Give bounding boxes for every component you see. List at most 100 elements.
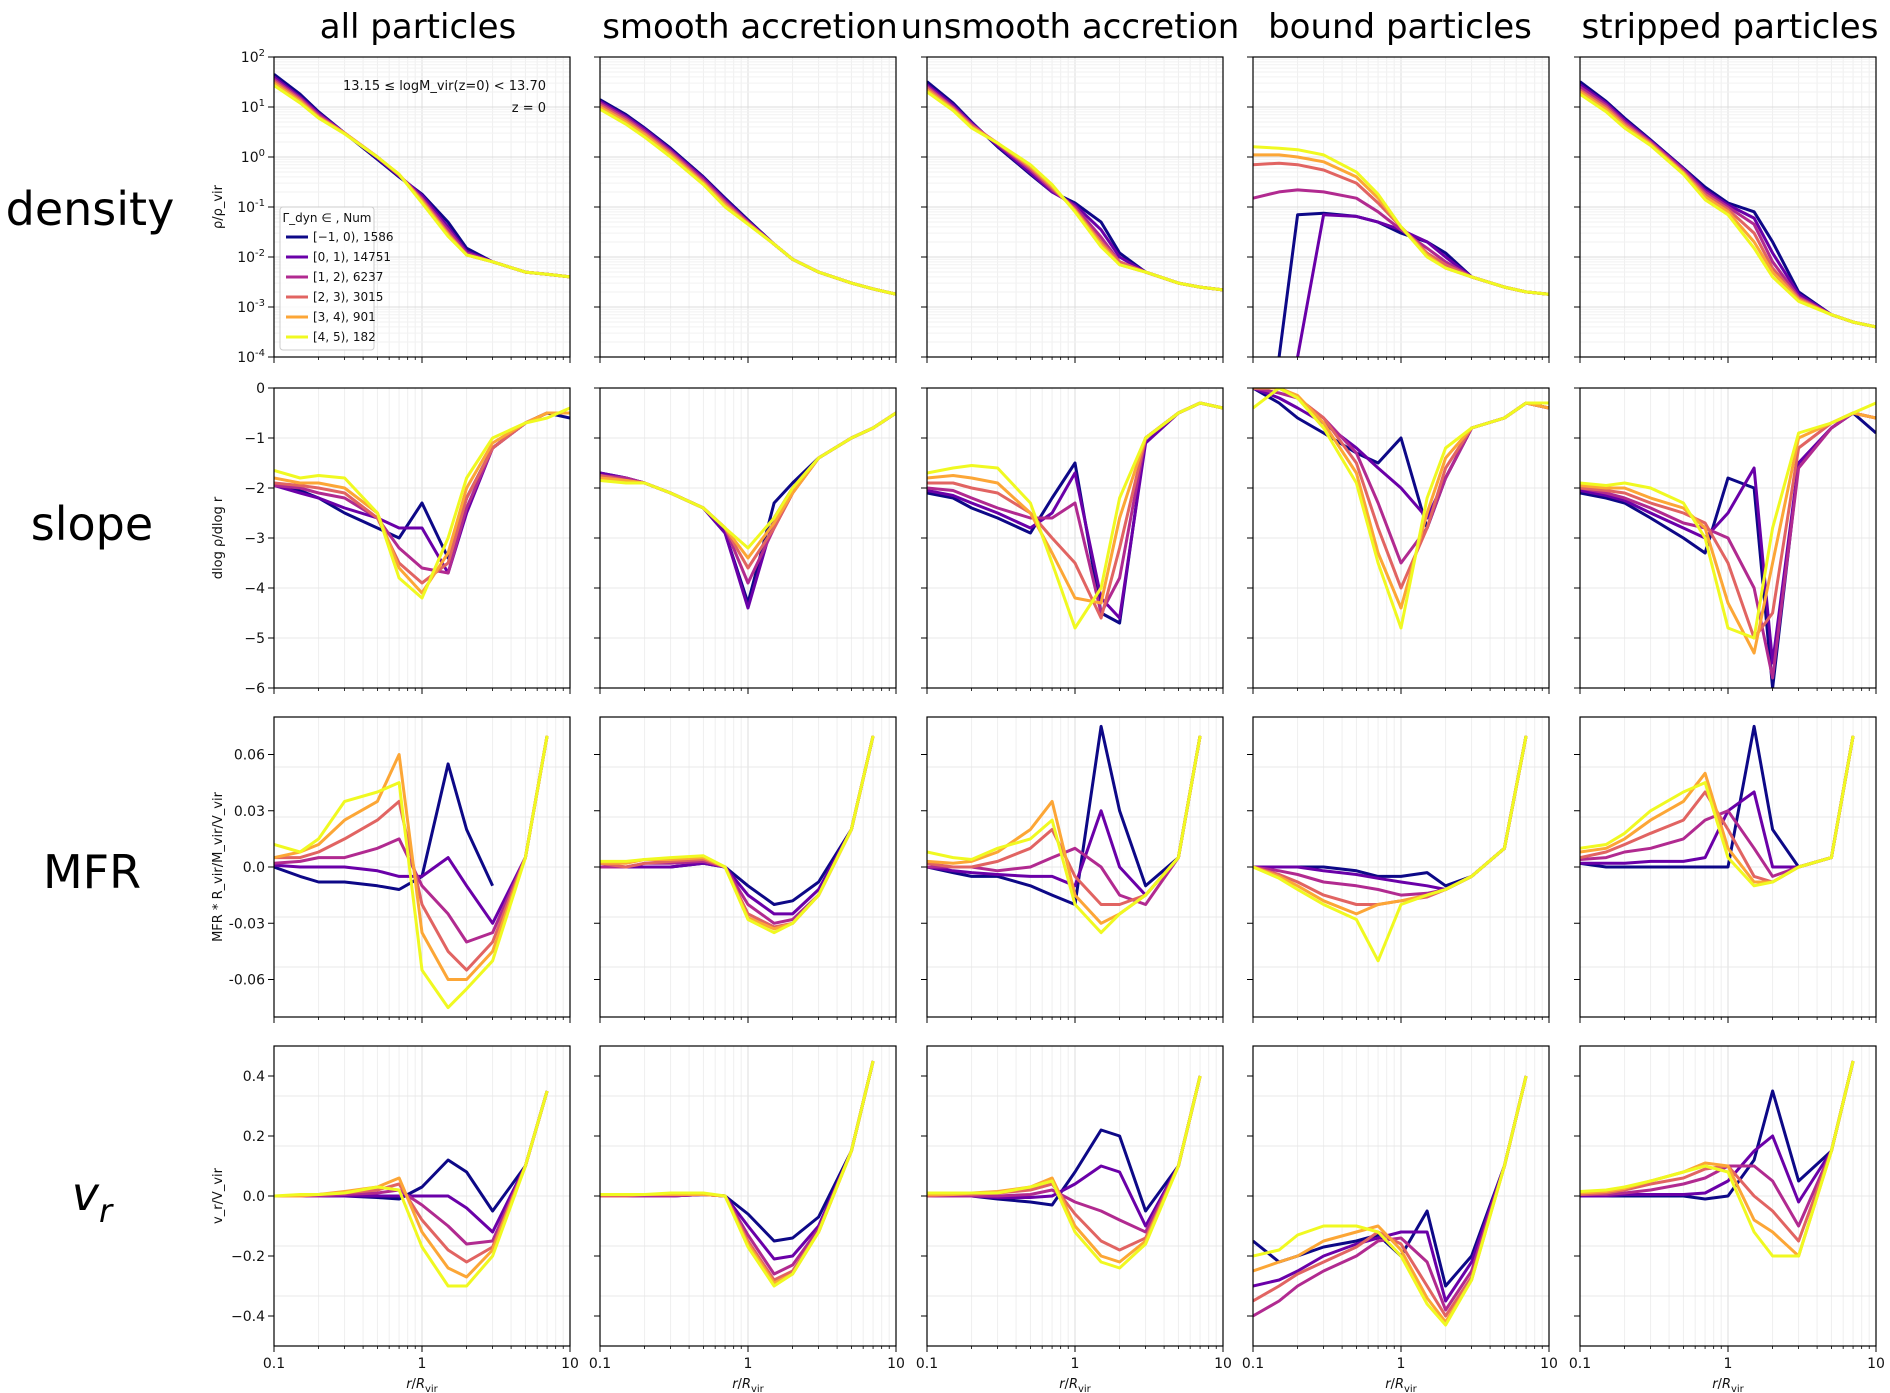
x-axis-label: r/Rvir bbox=[1385, 1377, 1417, 1393]
y-tick-label: −0.4 bbox=[231, 1309, 265, 1325]
y-tick-label: −4 bbox=[244, 581, 265, 597]
series-line-1 bbox=[600, 735, 875, 916]
series-line-5 bbox=[274, 406, 570, 600]
panel-MFR-2 bbox=[921, 716, 1224, 1023]
series-line-5 bbox=[274, 735, 549, 1010]
series-line-1 bbox=[1253, 1075, 1528, 1303]
series-line-5 bbox=[927, 401, 1223, 630]
series-line-5 bbox=[1253, 1075, 1528, 1327]
series-group bbox=[1253, 145, 1549, 357]
series-line-5 bbox=[1580, 92, 1876, 329]
panel-density-3 bbox=[1247, 56, 1550, 363]
legend-entry-label: [3, 4), 901 bbox=[313, 310, 376, 324]
series-line-0 bbox=[274, 762, 494, 891]
series-line-3 bbox=[600, 735, 875, 929]
series-group bbox=[1580, 401, 1876, 688]
x-tick-label: 1 bbox=[1397, 1356, 1406, 1372]
panel-MFR-3 bbox=[1247, 716, 1550, 1023]
series-line-2 bbox=[1580, 411, 1876, 680]
annotations: 13.15 ≤ logM_vir(z=0) < 13.70 z = 0 bbox=[343, 79, 546, 116]
x-tick-label: 1 bbox=[418, 1356, 427, 1372]
series-line-4 bbox=[1580, 735, 1855, 884]
row-titles: density slope MFR vr bbox=[6, 182, 175, 1230]
series-line-5 bbox=[1253, 735, 1528, 963]
x-tick-label: 1 bbox=[1724, 1356, 1733, 1372]
series-group bbox=[274, 406, 570, 600]
panel-slope-0: 0 −1 −2 −3 −4 −5 −6 dlog ρ/dlog r bbox=[211, 381, 571, 697]
y-axis-label: MFR * R_vir/M_vir/V_vir bbox=[211, 791, 226, 941]
series-line-4 bbox=[274, 735, 549, 981]
series-group bbox=[1253, 735, 1528, 963]
x-tick-label: 0.1 bbox=[1242, 1356, 1264, 1372]
x-tick-label: 10 bbox=[561, 1356, 579, 1372]
x-tick-label: 10 bbox=[1214, 1356, 1232, 1372]
panel-density-2 bbox=[921, 56, 1224, 363]
series-line-5 bbox=[274, 1090, 549, 1288]
series-line-1 bbox=[274, 735, 549, 925]
panel-density-0: 10-4 10-3 10-2 10-1 100 101 102 ρ/ρ_vir bbox=[211, 48, 571, 366]
x-axis-label: r/Rvir bbox=[1712, 1377, 1744, 1393]
series-line-4 bbox=[927, 1075, 1202, 1264]
series-line-4 bbox=[1253, 1075, 1528, 1324]
annotation-mass-range: 13.15 ≤ logM_vir(z=0) < 13.70 bbox=[343, 79, 546, 94]
row-title-slope: slope bbox=[31, 497, 153, 551]
y-tick-label: 101 bbox=[241, 98, 265, 116]
y-axis-label: dlog ρ/dlog r bbox=[211, 496, 226, 579]
series-line-1 bbox=[600, 1060, 875, 1261]
series-line-0 bbox=[1253, 1075, 1528, 1288]
series-line-2 bbox=[274, 735, 549, 944]
panel-v_r-2: 0.1 1 10 r/Rvir bbox=[916, 1045, 1232, 1393]
x-tick-label: 0.1 bbox=[1569, 1356, 1591, 1372]
series-group bbox=[927, 80, 1223, 292]
series-line-4 bbox=[1580, 1060, 1855, 1258]
panel-v_r-0: 0.1 1 10 r/Rvir 0.4 0.2 0.0 −0.2 −0.4 v_r/V_vir bbox=[211, 1045, 579, 1393]
grid bbox=[926, 57, 1223, 358]
series-line-5 bbox=[1580, 1060, 1855, 1258]
grid bbox=[1252, 57, 1549, 358]
x-tick-label: 10 bbox=[887, 1356, 905, 1372]
panel-slope-4 bbox=[1574, 387, 1877, 694]
y-tick-label: −0.2 bbox=[231, 1249, 265, 1265]
series-line-5 bbox=[600, 1060, 875, 1288]
y-tick-label: 10-1 bbox=[237, 198, 265, 216]
series-group bbox=[1580, 724, 1855, 888]
y-tick-label: 0.06 bbox=[234, 748, 265, 764]
panel-MFR-0: 0.06 0.03 0.0 -0.03 -0.06 MFR * R_vir/M_vir/V… bbox=[211, 716, 571, 1023]
series-group bbox=[1253, 1075, 1528, 1327]
series-line-3 bbox=[600, 1060, 875, 1282]
panel-MFR-1 bbox=[594, 716, 897, 1023]
column-title-bound-particles: bound particles bbox=[1268, 7, 1532, 47]
series-line-3 bbox=[927, 1075, 1202, 1252]
series-group bbox=[927, 724, 1202, 935]
y-tick-label: 102 bbox=[241, 48, 265, 66]
series-line-4 bbox=[274, 1090, 549, 1279]
x-axis-label: r/Rvir bbox=[406, 1377, 438, 1393]
series-line-4 bbox=[600, 735, 875, 931]
series-group bbox=[600, 735, 875, 935]
panel-v_r-3: 0.1 1 10 r/Rvir bbox=[1242, 1045, 1558, 1393]
column-title-smooth-accretion: smooth accretion bbox=[602, 7, 898, 47]
series-group bbox=[600, 411, 896, 610]
column-title-unsmooth-accretion: unsmooth accretion bbox=[901, 7, 1240, 47]
panel-v_r-4: 0.1 1 10 r/Rvir bbox=[1569, 1045, 1885, 1393]
series-line-0 bbox=[927, 724, 1202, 906]
series-line-5 bbox=[927, 1075, 1202, 1270]
series-line-1 bbox=[1580, 1060, 1855, 1204]
series-line-5 bbox=[600, 107, 896, 296]
series-group bbox=[927, 401, 1223, 630]
panel-slope-1 bbox=[594, 387, 897, 694]
series-group bbox=[1580, 80, 1876, 329]
y-tick-label: −1 bbox=[244, 431, 265, 447]
x-tick-label: 0.1 bbox=[263, 1356, 285, 1372]
y-tick-label: 0 bbox=[256, 381, 265, 397]
row-title-density: density bbox=[6, 182, 175, 236]
grid bbox=[1252, 388, 1549, 688]
y-tick-label: 0.03 bbox=[234, 804, 265, 820]
y-axis-label: ρ/ρ_vir bbox=[211, 184, 226, 229]
series-line-4 bbox=[927, 735, 1202, 925]
row-title-mfr: MFR bbox=[43, 845, 141, 899]
legend-box bbox=[279, 206, 375, 351]
y-tick-label: 0.0 bbox=[243, 860, 265, 876]
x-tick-label: 0.1 bbox=[589, 1356, 611, 1372]
series-group bbox=[600, 98, 896, 296]
